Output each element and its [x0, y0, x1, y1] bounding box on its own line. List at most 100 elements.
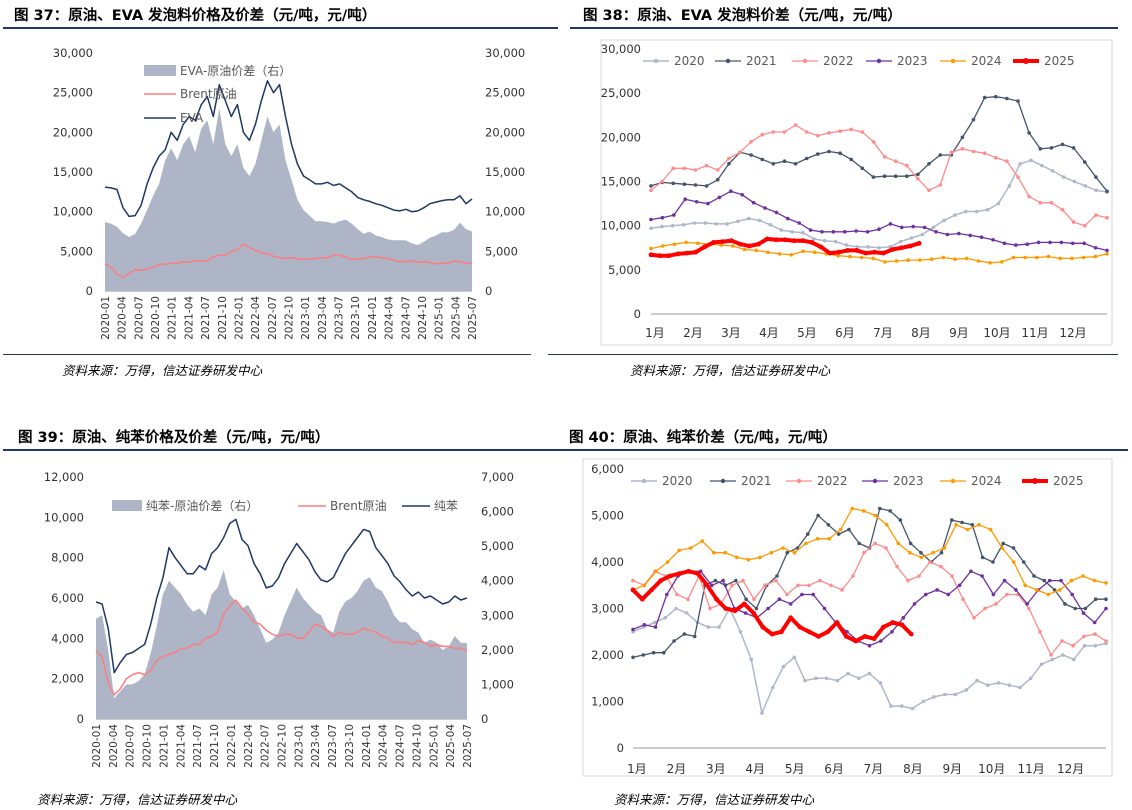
c38-frame: [600, 39, 1113, 346]
c40-point-2021: [1063, 602, 1067, 606]
c37-line-2: [104, 80, 473, 218]
c40-point-2020: [717, 625, 721, 629]
c40-point-2022: [675, 592, 679, 597]
c38-point-2020: [942, 218, 946, 223]
c38-point-2025: [666, 253, 672, 259]
c39-y-left-tick: 2,000: [51, 672, 84, 686]
c38-y-tick: 0: [634, 307, 641, 321]
c37-x-tick: 2024-01: [367, 296, 379, 340]
c40-point-2023: [957, 583, 962, 588]
c37-x-tick: 2021-07: [200, 296, 212, 340]
c38-point-2023: [854, 229, 858, 233]
c38-point-2024: [1023, 255, 1027, 260]
c40-point-2022: [1038, 630, 1042, 634]
c38-point-2020: [1007, 184, 1012, 188]
c38-point-2025: [899, 245, 904, 251]
c40-line-2024: [632, 507, 1107, 596]
c37-x-tick: 2020-04: [117, 296, 129, 340]
c38-point-2022: [916, 177, 920, 181]
c40-point-2025: [834, 620, 840, 625]
c40-point-2020: [975, 678, 979, 683]
c38-point-2025: [836, 249, 842, 255]
c40-legend-marker-2021: [720, 478, 726, 484]
c40-point-2021: [1052, 588, 1057, 592]
c40-point-2022: [796, 583, 800, 588]
c37-x-tick: 2021-10: [217, 296, 229, 340]
c38-point-2023: [672, 213, 676, 217]
c38-point-2023: [1082, 241, 1086, 246]
c40-point-2024: [1011, 560, 1016, 564]
c40-point-2022: [939, 564, 943, 569]
c38-point-2023: [888, 222, 893, 226]
c37-x-tick: 2021-01: [167, 296, 179, 340]
c40-point-2025: [843, 634, 849, 639]
c40-point-2022: [994, 602, 998, 606]
c38-point-2020: [692, 221, 697, 225]
c38-point-2023: [763, 206, 767, 210]
c38-point-2020: [1061, 175, 1066, 179]
c38-point-2023: [1059, 240, 1064, 245]
c40-point-2024: [1081, 574, 1085, 578]
c40-x-tick: 1月: [627, 762, 647, 776]
c40-point-2025: [639, 596, 645, 602]
c38-point-2025: [863, 250, 868, 256]
c39-x-tick: 2020-01: [91, 724, 103, 768]
c40-point-2021: [1083, 606, 1088, 611]
c39-x-tick: 2024-04: [378, 724, 390, 768]
c37-x-tick: 2024-04: [384, 296, 396, 340]
chart37-title-rule: [3, 27, 558, 29]
c39-x-tick: 2022-07: [260, 724, 272, 768]
c38-point-2025: [755, 241, 761, 247]
c38-point-2025: [702, 244, 707, 250]
c40-point-2023: [1002, 578, 1007, 583]
c40-point-2020: [932, 695, 936, 699]
c38-point-2024: [976, 259, 981, 263]
c38-point-2022: [871, 140, 876, 144]
c37-x-tick: 2022-10: [284, 296, 296, 340]
c38-point-2022: [838, 129, 842, 133]
chart38-title-rule: [570, 27, 1118, 29]
c38-point-2020: [681, 223, 686, 227]
c40-point-2020: [910, 706, 915, 711]
c38-line-2024: [650, 241, 1108, 264]
c38-x-tick: 12月: [1059, 326, 1086, 340]
c40-x-tick: 6月: [824, 762, 844, 776]
c38-y-tick: 5,000: [608, 263, 641, 277]
c38-point-2023: [843, 230, 847, 234]
c39-x-tick: 2021-01: [158, 724, 170, 768]
c40-point-2021: [1032, 574, 1036, 578]
c40-x-tick: 7月: [864, 762, 884, 776]
c38-point-2020: [1029, 158, 1033, 163]
c39-y-right-tick: 1,000: [481, 677, 514, 691]
c40-point-2020: [749, 657, 754, 662]
c40-point-2022: [631, 578, 635, 583]
c37-x-tick: 2024-07: [400, 296, 412, 340]
c40-point-2020: [781, 664, 786, 669]
c40-line-2022: [632, 542, 1107, 656]
c40-point-2022: [917, 574, 921, 578]
c39-y-left-tick: 12,000: [44, 470, 84, 484]
c40-y-tick: 1,000: [591, 695, 624, 709]
c40-point-2020: [889, 704, 893, 708]
c40-point-2020: [685, 611, 689, 615]
c38-point-2020: [1050, 169, 1055, 173]
c38-point-2020: [1040, 163, 1044, 168]
c39-x-tick: 2020-10: [142, 724, 154, 768]
c38-point-2020: [779, 228, 784, 232]
c40-point-2021: [919, 550, 923, 555]
c39-x-tick: 2024-01: [361, 724, 373, 768]
c40-point-2025: [908, 631, 914, 637]
c40-point-2022: [961, 597, 965, 601]
c38-point-2021: [649, 184, 653, 188]
c38-point-2023: [808, 228, 813, 232]
c37-y-left-tick: 25,000: [53, 86, 93, 100]
c40-point-2024: [885, 523, 889, 527]
c38-point-2023: [1036, 240, 1041, 245]
c40-point-2021: [754, 606, 759, 611]
c40-point-2024: [1035, 588, 1039, 592]
c40-point-2021: [1011, 546, 1016, 550]
c39-area-0: [96, 570, 467, 719]
c40-point-2021: [641, 653, 646, 657]
c38-x-tick: 6月: [835, 326, 855, 340]
